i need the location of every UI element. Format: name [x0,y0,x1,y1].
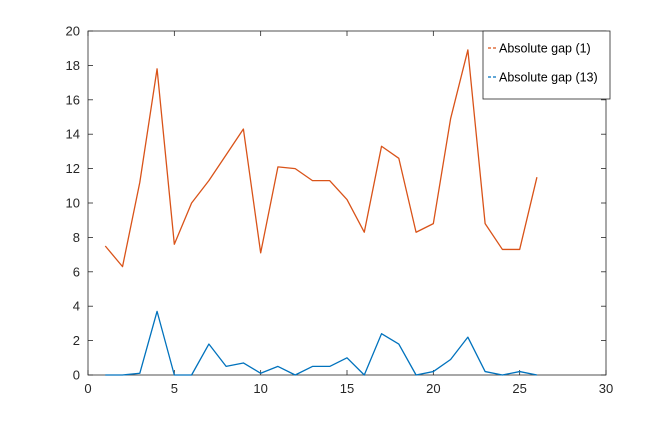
x-tick-label: 15 [340,381,354,396]
legend: Absolute gap (1) Absolute gap (13) [482,30,611,100]
data-point [363,374,365,376]
data-point [329,365,331,367]
data-point [121,374,123,376]
data-point [208,343,210,345]
data-point [139,372,141,374]
y-tick-label: 18 [66,58,80,73]
series-line-1 [104,49,538,268]
data-point [139,181,141,183]
legend-label: Absolute gap (1) [499,42,591,56]
data-point [380,333,382,335]
data-point [484,222,486,224]
x-tick-label: 0 [84,381,91,396]
data-point [259,252,261,254]
data-point [467,336,469,338]
data-point [121,265,123,267]
data-point [346,198,348,200]
data-point [536,176,538,178]
series-line-2 [105,310,538,376]
data-point [208,179,210,181]
data-point [501,248,503,250]
data-point [190,374,192,376]
data-point [225,154,227,156]
x-tick-label: 25 [512,381,526,396]
data-point [173,374,175,376]
y-tick-label: 10 [66,196,80,211]
data-point [104,245,106,247]
data-point [432,370,434,372]
y-tick-label: 20 [66,24,80,39]
data-point [467,49,469,51]
data-point [294,374,296,376]
axes: 0 5 10 15 20 25 30 0 2 4 6 8 10 12 14 16 18 20 [66,24,614,397]
data-point [242,362,244,364]
data-point [415,374,417,376]
data-point [259,372,261,374]
data-point [536,374,538,376]
data-point [363,231,365,233]
data-point [432,222,434,224]
legend-box [482,30,611,100]
data-point [156,68,158,70]
data-point [311,365,313,367]
data-point [346,357,348,359]
data-point [190,202,192,204]
y-tick-label: 2 [73,333,80,348]
y-tick-label: 16 [66,92,80,107]
x-tick-label: 20 [426,381,440,396]
legend-label: Absolute gap (13) [499,71,598,85]
data-point [311,179,313,181]
data-point [380,145,382,147]
y-tick-label: 12 [66,161,80,176]
x-tick-label: 5 [171,381,178,396]
data-point [415,231,417,233]
data-point [398,343,400,345]
y-tick-label: 0 [73,368,80,383]
data-point [225,365,227,367]
series-layer [104,49,538,376]
y-tick-label: 8 [73,230,80,245]
data-point [398,157,400,159]
data-point [277,365,279,367]
data-point [484,370,486,372]
y-tick-label: 4 [73,299,80,314]
x-tick-label: 30 [599,381,613,396]
x-tick-label: 10 [253,381,267,396]
data-point [156,310,158,312]
data-point [449,358,451,360]
data-point [518,248,520,250]
y-tick-label: 6 [73,264,80,279]
data-point [501,374,503,376]
data-point [329,179,331,181]
data-point [518,370,520,372]
data-point [173,243,175,245]
data-point [242,128,244,130]
data-point [277,166,279,168]
data-point [449,118,451,120]
data-point [294,167,296,169]
y-tick-label: 14 [66,127,80,142]
data-point [104,374,106,376]
